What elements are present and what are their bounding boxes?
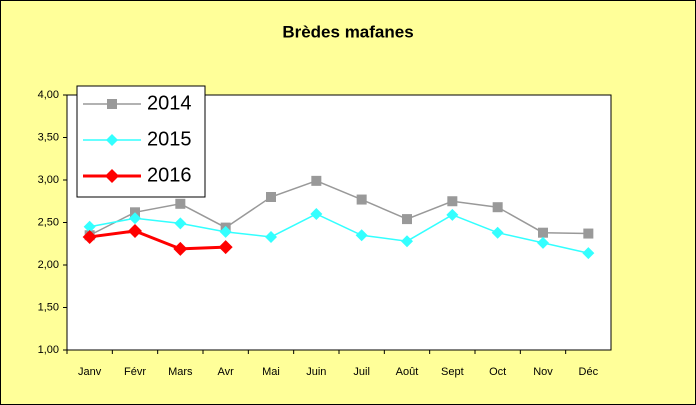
x-tick-label: Déc [579, 366, 599, 378]
marker [265, 230, 277, 243]
y-tick-label: 3,50 [38, 131, 59, 143]
marker [491, 226, 504, 239]
legend-label: 2014 [147, 92, 192, 114]
series-line [89, 180, 589, 236]
marker [492, 202, 503, 213]
marker [355, 229, 368, 242]
y-tick-label: 3,00 [38, 174, 59, 186]
y-tick-label: 4,00 [38, 89, 59, 101]
marker [310, 208, 323, 220]
marker [538, 227, 548, 238]
marker [266, 192, 276, 202]
marker [311, 175, 322, 186]
marker [105, 169, 119, 183]
x-tick-label: Avr [218, 366, 235, 378]
legend-label: 2015 [147, 128, 192, 150]
marker [83, 220, 96, 233]
x-tick-label: Août [396, 366, 419, 378]
marker [174, 217, 187, 230]
x-tick-label: Sept [441, 366, 464, 378]
x-tick-label: Janv [78, 366, 102, 378]
marker [106, 134, 118, 146]
marker [129, 212, 141, 225]
series-line [89, 229, 226, 251]
x-tick-label: Juin [306, 366, 326, 378]
y-tick-label: 1,00 [38, 344, 59, 356]
marker [356, 194, 367, 205]
x-tick-label: Nov [533, 366, 553, 378]
chart-title: Brèdes mafanes [282, 22, 413, 41]
y-tick-label: 2,00 [38, 259, 59, 271]
marker [219, 225, 232, 238]
x-tick-label: Mars [168, 366, 193, 378]
x-tick-label: Févr [124, 366, 146, 378]
marker [582, 247, 595, 260]
legend-label: 2016 [147, 164, 192, 186]
y-tick-label: 1,50 [38, 301, 59, 313]
marker [218, 240, 233, 255]
marker [401, 235, 413, 248]
marker [447, 196, 458, 207]
marker [175, 198, 186, 209]
marker [128, 224, 142, 238]
x-tick-label: Oct [489, 366, 506, 378]
x-tick-label: Mai [262, 366, 280, 378]
marker [537, 236, 549, 249]
marker [446, 208, 459, 221]
y-tick-label: 2,50 [38, 216, 59, 228]
marker [402, 214, 412, 225]
marker [173, 241, 188, 256]
series-line [89, 213, 589, 254]
x-tick-label: Juil [353, 366, 370, 378]
marker [82, 229, 97, 244]
marker [107, 99, 117, 109]
marker [583, 228, 594, 239]
